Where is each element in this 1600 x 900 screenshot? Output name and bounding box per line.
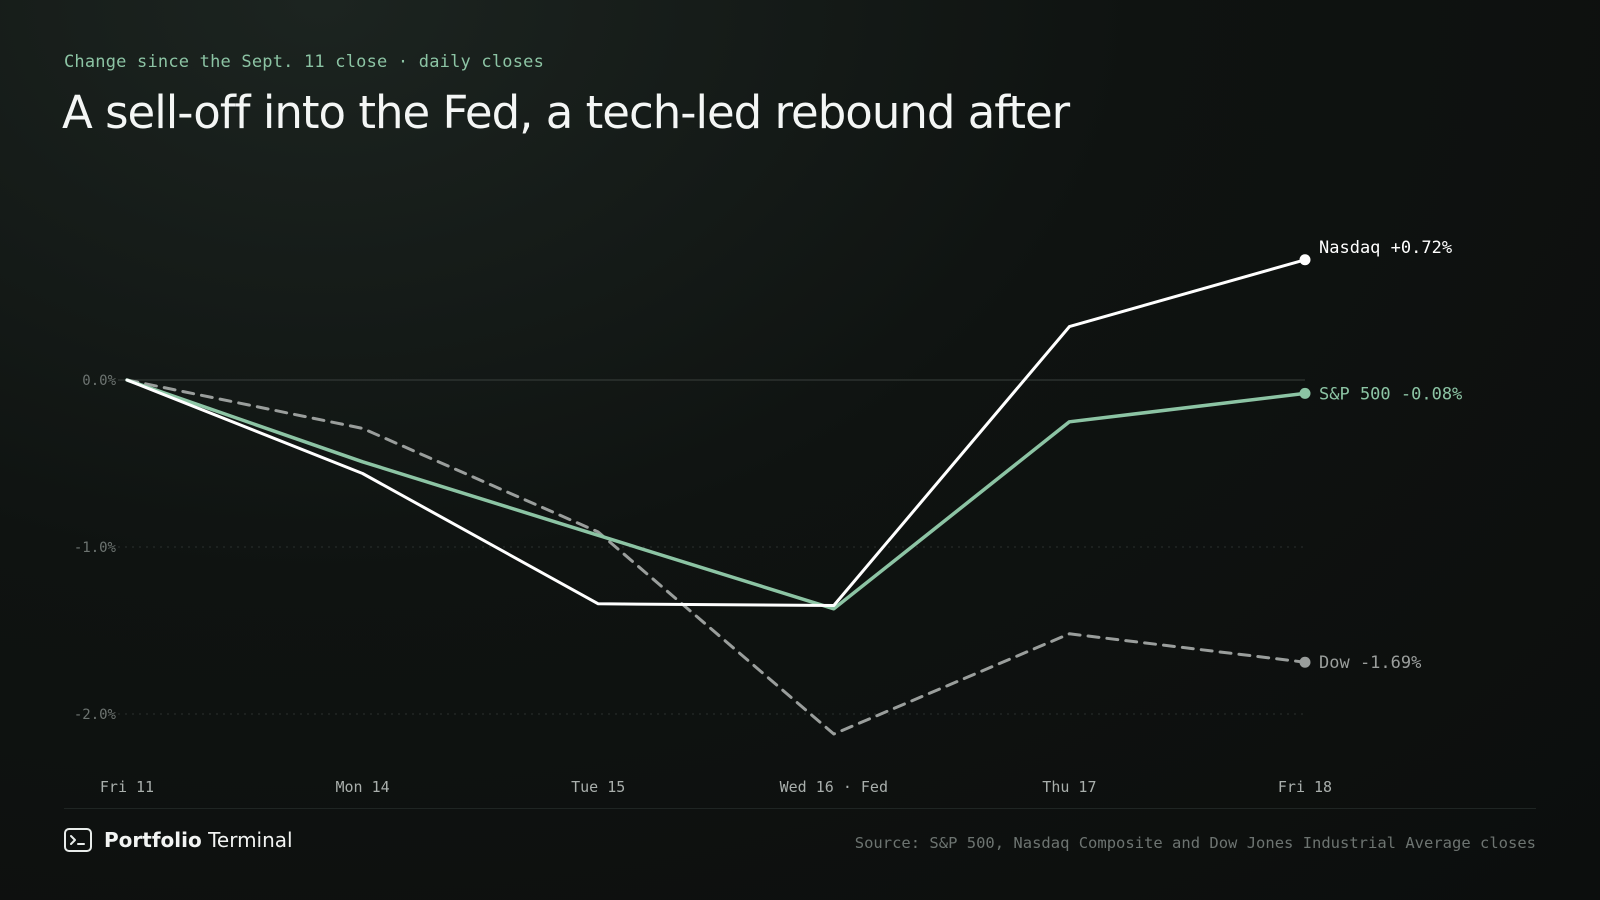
chart-title: A sell-off into the Fed, a tech-led rebo… xyxy=(62,86,1070,139)
series-label-nasdaq: Nasdaq +0.72% xyxy=(1319,238,1452,258)
x-tick-label: Fri 18 xyxy=(1278,778,1332,796)
x-tick-label: Tue 15 xyxy=(571,778,625,796)
series-endpoint-dow xyxy=(1299,656,1311,668)
series-endpoint-sp500 xyxy=(1299,387,1311,399)
terminal-icon xyxy=(64,828,92,852)
x-tick-label: Wed 16 · Fed xyxy=(780,778,888,796)
brand-name-bold: Portfolio xyxy=(104,828,202,852)
brand-name-rest: Terminal xyxy=(201,828,293,852)
source-note: Source: S&P 500, Nasdaq Composite and Do… xyxy=(854,834,1536,852)
line-chart: 0.0% -1.0% -2.0% Fri 11 Mon 14 Tue 15 Wed 16 ·… xyxy=(73,238,1463,796)
y-tick-label: -1.0% xyxy=(74,540,117,556)
y-tick-label: 0.0% xyxy=(82,373,116,389)
series-endpoint-nasdaq xyxy=(1299,254,1311,266)
y-tick-label: -2.0% xyxy=(74,707,117,723)
chart-eyebrow: Change since the Sept. 11 close · daily … xyxy=(64,52,545,72)
x-tick-label: Mon 14 xyxy=(336,778,390,796)
series-line-sp500 xyxy=(125,378,1307,611)
brand: Portfolio Terminal xyxy=(64,828,293,852)
x-tick-label: Thu 17 xyxy=(1042,778,1096,796)
footer-divider xyxy=(64,808,1536,809)
series-line-nasdaq xyxy=(125,258,1307,607)
x-tick-label: Fri 11 xyxy=(100,778,154,796)
series-line-dow xyxy=(125,378,1307,736)
series-label-dow: Dow -1.69% xyxy=(1319,653,1421,673)
brand-name: Portfolio Terminal xyxy=(104,828,293,852)
series-label-sp500: S&P 500 -0.08% xyxy=(1319,384,1462,404)
